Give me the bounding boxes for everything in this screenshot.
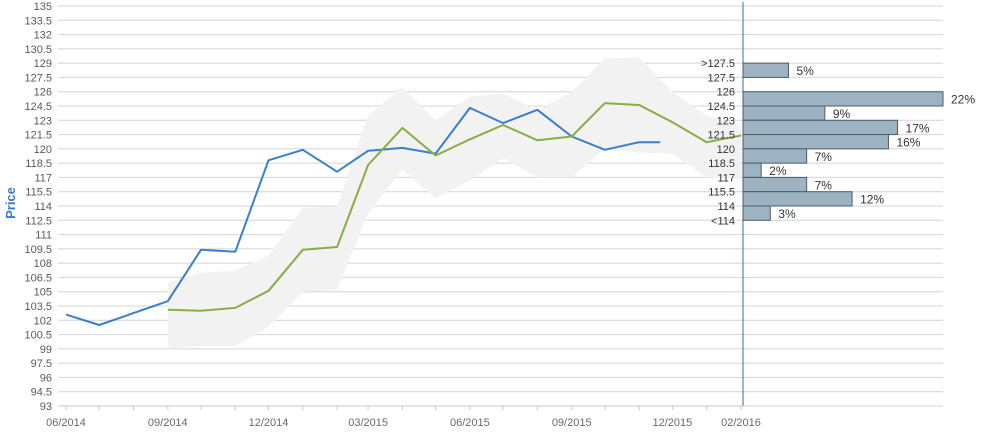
- histogram-bar: [742, 148, 808, 164]
- x-tick-label: 03/2015: [348, 417, 388, 429]
- histogram-bin-label: 124.5: [707, 101, 735, 113]
- histogram-percent-label: 3%: [778, 207, 796, 221]
- x-tick-label: 09/2014: [148, 417, 188, 429]
- y-tick-label: 114: [34, 201, 52, 213]
- histogram-bin-label: 120: [717, 144, 735, 156]
- histogram-bar: [742, 176, 808, 193]
- y-tick-label: 117: [34, 172, 52, 184]
- histogram-bin-label: 115.5: [708, 187, 735, 199]
- histogram-percent-label: 7%: [815, 178, 833, 192]
- y-tick-label: 132: [34, 30, 52, 42]
- y-tick-label: 121.5: [24, 130, 52, 142]
- histogram-percent-label: 9%: [833, 107, 851, 121]
- y-tick-label: 99: [40, 344, 52, 356]
- y-tick-label: 130.5: [24, 44, 52, 56]
- histogram-bar: [742, 62, 789, 78]
- y-tick-label: 126: [34, 87, 52, 99]
- histogram-bar: [742, 205, 771, 221]
- y-tick-label: 127.5: [24, 72, 52, 84]
- histogram-percent-label: 22%: [951, 93, 975, 107]
- y-tick-label: 109.5: [24, 244, 52, 256]
- histogram-bin-label: 123: [717, 115, 735, 127]
- y-tick-label: 123: [34, 115, 52, 127]
- histogram-bin-label: 127.5: [707, 72, 735, 84]
- x-tick-label: 06/2014: [46, 417, 86, 429]
- histogram-bin-label: >127.5: [701, 58, 735, 70]
- x-tick-label: 12/2014: [249, 417, 289, 429]
- y-tick-label: 102: [34, 315, 52, 327]
- forecast-range-band: [167, 57, 742, 349]
- y-tick-label: 106.5: [24, 272, 52, 284]
- forecast-band-area: [167, 57, 742, 349]
- y-axis-label: Price: [3, 187, 18, 219]
- histogram-bar: [742, 162, 762, 178]
- price-lines: [65, 102, 742, 326]
- y-tick-label: 93: [40, 401, 52, 413]
- histogram-bar: [742, 134, 889, 150]
- y-tick-label: 118.5: [25, 158, 52, 170]
- y-tick-label: 124.5: [24, 101, 52, 113]
- y-tick-label: 112.5: [25, 215, 52, 227]
- x-tick-label: 09/2015: [552, 417, 592, 429]
- historical-price-line: [65, 106, 661, 326]
- histogram-percent-label: 7%: [815, 150, 833, 164]
- y-tick-label: 105: [34, 287, 52, 299]
- y-tick-label: 108: [34, 258, 52, 270]
- histogram-percent-label: 16%: [896, 136, 920, 150]
- histogram-bin-label: 114: [717, 201, 735, 213]
- histogram-bin-label: 117: [717, 172, 735, 184]
- y-tick-label: 120: [34, 144, 52, 156]
- y-tick-label: 96: [40, 372, 52, 384]
- x-tick-label: 12/2015: [653, 417, 693, 429]
- histogram-bar: [742, 191, 853, 207]
- histogram-bin-label: <114: [711, 215, 735, 227]
- histogram-percent-label: 17%: [906, 121, 930, 135]
- y-tick-label: 103.5: [24, 301, 52, 313]
- distribution-histogram: >127.5 5% 127.5 126 22% 124.5 9% 123 17% 121.5 16%…: [701, 58, 975, 227]
- forecast-price-line: [167, 102, 742, 312]
- y-tick-label: 133.5: [24, 15, 52, 27]
- y-tick-label: 94.5: [31, 387, 52, 399]
- histogram-bin-label: 126: [717, 87, 735, 99]
- y-tick-label: 129: [34, 58, 52, 70]
- histogram-bin-label: 118.5: [708, 158, 735, 170]
- x-tick-label: 06/2015: [450, 417, 490, 429]
- histogram-bin-label: 121.5: [707, 130, 735, 142]
- histogram-percent-label: 2%: [769, 164, 787, 178]
- histogram-bar: [742, 91, 944, 107]
- histogram-percent-label: 12%: [860, 193, 884, 207]
- y-tick-label: 111: [35, 230, 52, 242]
- y-tick-label: 97.5: [31, 358, 52, 370]
- x-axis-tick-labels: 06/2014 09/2014 12/2014 03/2015 06/2015 09/20…: [46, 406, 761, 429]
- y-tick-label: 135: [34, 1, 52, 13]
- y-tick-label: 100.5: [24, 330, 52, 342]
- histogram-bar: [742, 119, 899, 136]
- y-axis-tick-labels: 135 133.5 132 130.5 129 127.5 126 124.5 123 121.5…: [24, 1, 52, 413]
- histogram-percent-label: 5%: [796, 64, 814, 78]
- x-tick-label: 02/2016: [721, 417, 761, 429]
- y-tick-label: 115.5: [25, 187, 52, 199]
- histogram-bar: [742, 105, 826, 121]
